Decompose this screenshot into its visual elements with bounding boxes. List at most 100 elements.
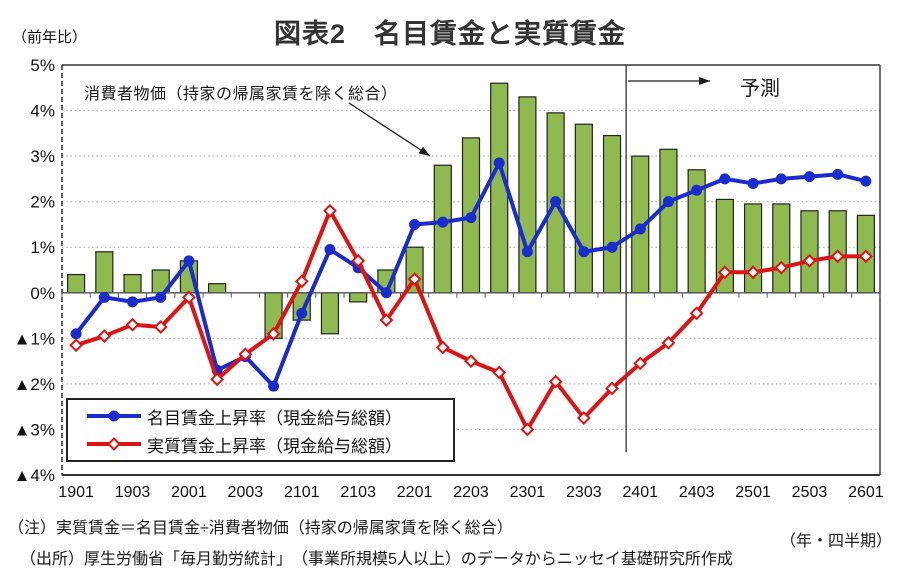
nominal-point-2001 xyxy=(183,255,195,267)
real-point-2501 xyxy=(746,265,760,280)
cpi-bar-1902 xyxy=(95,251,114,294)
x-axis-unit-label: （年・四半期） xyxy=(779,533,892,550)
legend-item-nominal: 名目賃金上昇率（現金給与総額） xyxy=(84,404,453,429)
y-axis-unit-label: （前年比） xyxy=(12,29,88,46)
nominal-point-2303 xyxy=(578,246,590,258)
y-tick-label: 1% xyxy=(30,238,55,257)
real-point-2101 xyxy=(294,274,309,289)
x-tick-label: 2103 xyxy=(340,484,376,501)
real-point-1901 xyxy=(69,338,84,353)
real-point-2104 xyxy=(379,313,394,328)
x-tick-label: 2401 xyxy=(622,484,658,501)
x-tick-label: 2001 xyxy=(171,484,207,501)
nominal-point-2104 xyxy=(380,287,392,299)
footnote-definition: （注）実質賃金＝名目賃金÷消費者物価（持家の帰属家賃を除く総合） xyxy=(8,520,513,537)
cpi-bar-2402 xyxy=(659,148,678,294)
real-point-2601 xyxy=(858,249,873,264)
y-tick-label: 0% xyxy=(30,284,55,303)
x-tick-label: 2403 xyxy=(679,484,715,501)
cpi-annotation-label: 消費者物価（持家の帰属家賃を除く総合） xyxy=(84,86,398,103)
real-point-2201 xyxy=(407,272,422,287)
x-tick-label: 2101 xyxy=(284,484,320,501)
y-tick-label: 3% xyxy=(30,147,55,166)
nominal-point-2601 xyxy=(860,175,872,187)
nominal-point-1904 xyxy=(155,291,167,303)
real-point-2103 xyxy=(351,253,366,268)
nominal-point-2401 xyxy=(634,223,646,235)
cpi-bar-1903 xyxy=(123,273,142,294)
real-point-2001 xyxy=(182,290,196,305)
nominal-point-2204 xyxy=(493,157,505,169)
real-point-2204 xyxy=(492,365,507,380)
nominal-point-2503 xyxy=(803,171,815,183)
real-point-2402 xyxy=(661,335,676,350)
real-point-2203 xyxy=(464,354,478,369)
legend-label-nominal: 名目賃金上昇率（現金給与総額） xyxy=(147,408,402,428)
real-point-2301 xyxy=(520,422,535,437)
y-tick-label: 4% xyxy=(30,102,55,121)
x-tick-label: 1903 xyxy=(115,484,151,501)
real-point-2303 xyxy=(576,411,591,425)
x-tick-label: 2501 xyxy=(735,484,771,501)
cpi-bar-2002 xyxy=(208,283,227,294)
cpi-bar-2103 xyxy=(349,292,368,303)
real-point-2404 xyxy=(717,265,732,280)
real-line-marker-icon xyxy=(87,437,141,451)
nominal-point-2101 xyxy=(296,307,308,319)
cpi-bar-2501 xyxy=(743,203,763,294)
real-point-2002 xyxy=(210,372,225,387)
x-tick-label: 2003 xyxy=(228,484,264,501)
cpi-bar-2102 xyxy=(320,292,340,335)
nominal-point-2402 xyxy=(662,196,674,208)
nominal-point-1902 xyxy=(98,291,110,303)
y-tick-label: 2% xyxy=(30,193,55,212)
real-point-2004 xyxy=(266,326,281,341)
real-point-2003 xyxy=(238,347,253,362)
real-point-2302 xyxy=(548,374,563,389)
cpi-bar-2304 xyxy=(602,135,622,294)
real-point-2502 xyxy=(774,260,789,275)
x-tick-label: 2503 xyxy=(792,484,828,501)
cpi-bar-2503 xyxy=(800,210,819,294)
legend-item-real: 実質賃金上昇率（現金給与総額） xyxy=(84,432,453,457)
forecast-label: 予測 xyxy=(740,78,780,100)
nominal-point-2501 xyxy=(747,177,759,189)
nominal-point-2502 xyxy=(775,173,787,185)
nominal-point-1903 xyxy=(127,296,139,308)
x-tick-label: 1901 xyxy=(58,484,94,501)
nominal-point-2102 xyxy=(324,244,336,255)
nominal-point-2404 xyxy=(719,173,731,185)
cpi-bar-2301 xyxy=(518,96,537,294)
cpi-bar-2202 xyxy=(433,164,452,294)
legend-box: 名目賃金上昇率（現金給与総額） 実質賃金上昇率（現金給与総額） xyxy=(66,398,455,462)
cpi-annotation-arrow xyxy=(348,102,431,157)
nominal-point-2004 xyxy=(268,380,280,392)
x-tick-label: 2201 xyxy=(397,484,433,501)
nominal-point-2301 xyxy=(521,246,533,258)
real-point-2102 xyxy=(323,203,337,218)
real-point-2202 xyxy=(435,340,450,355)
legend-label-real: 実質賃金上昇率（現金給与総額） xyxy=(147,436,402,456)
cpi-bar-2502 xyxy=(772,203,791,294)
plot-area: 5% 4% 3% 2% 1% 0% ▲1% ▲2% ▲3% ▲4%1901 1903 2001 2003… xyxy=(14,56,884,501)
real-point-2504 xyxy=(830,249,845,264)
x-tick-label: 2601 xyxy=(848,484,884,501)
nominal-point-2201 xyxy=(409,218,421,230)
nominal-point-2304 xyxy=(606,241,618,253)
real-point-2304 xyxy=(605,381,619,396)
chart-title: 図表2 名目賃金と実質賃金 xyxy=(273,19,626,49)
real-point-1903 xyxy=(125,317,140,332)
nominal-point-2202 xyxy=(437,216,449,228)
real-point-1902 xyxy=(97,329,112,343)
real-point-1904 xyxy=(153,320,168,334)
y-tick-label: ▲2% xyxy=(14,375,55,394)
y-tick-label: 5% xyxy=(30,56,55,75)
x-tick-label: 2203 xyxy=(453,484,489,501)
real-point-2401 xyxy=(633,356,648,371)
nominal-line-marker-icon xyxy=(87,410,141,422)
real-point-2503 xyxy=(802,253,817,268)
nominal-point-2203 xyxy=(465,212,477,224)
footnote-source: （出所）厚生労働省「毎月勤労統計」 （事業所規模5人以上）のデータからニッセイ基… xyxy=(20,551,733,568)
x-tick-label: 2301 xyxy=(510,484,546,501)
